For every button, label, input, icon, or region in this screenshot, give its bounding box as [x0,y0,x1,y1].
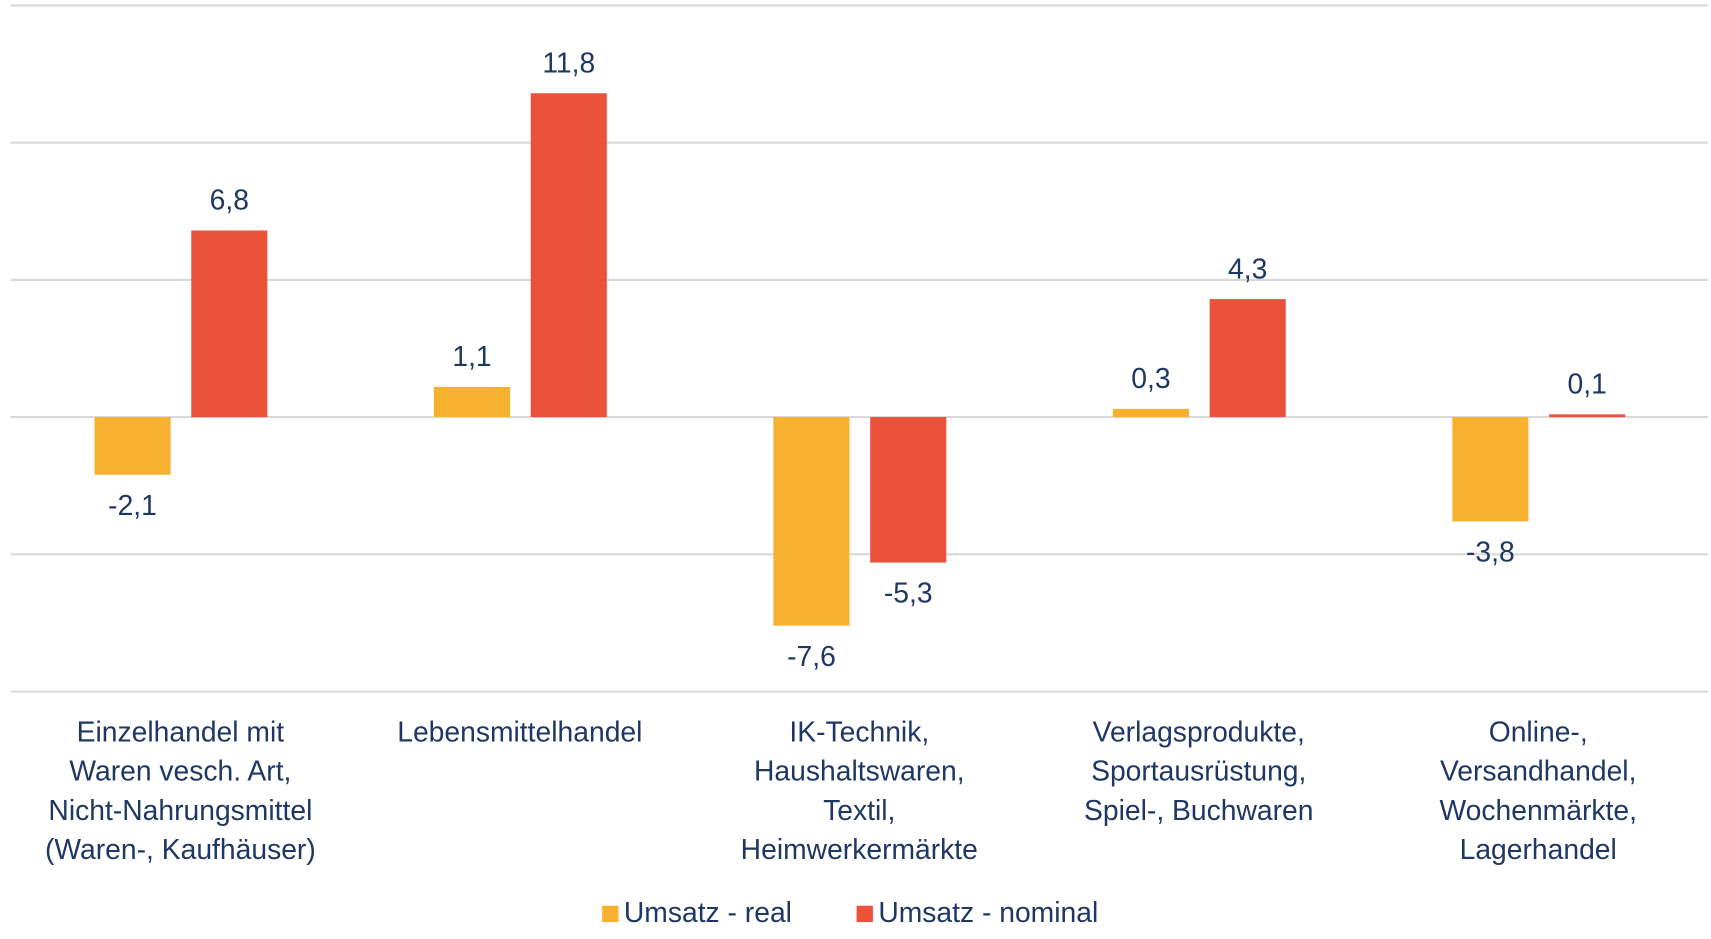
bar [94,417,171,475]
x-tick-label: Lebensmittelhandel [397,715,643,749]
data-label: 4,3 [1228,252,1267,284]
x-tick-label: Einzelhandel mit Waren vesch. Art, Nicht… [44,715,316,866]
data-label: -3,8 [1466,535,1515,567]
bar [1209,299,1286,418]
x-tick-label-box: Online-, Versandhandel, Wochenmärkte, La… [1439,715,1637,866]
bar [773,417,850,626]
data-label: 6,8 [210,184,249,216]
x-tick-label-box: Verlagsprodukte, Sportausrüstung, Spiel-… [1084,715,1314,827]
bar [1112,408,1189,418]
x-tick-label-box: IK-Technik, Haushaltswaren, Textil, Heim… [740,715,978,866]
x-tick-label-box: Lebensmittelhandel [397,715,643,749]
legend-label: Umsatz - real [624,896,792,928]
data-label: 0,3 [1131,362,1170,394]
bar [870,417,947,563]
x-tick-label: IK-Technik, Haushaltswaren, Textil, Heim… [740,715,978,866]
bar [1452,417,1529,522]
data-label: 0,1 [1568,368,1607,400]
data-label: -5,3 [884,577,933,609]
x-tick-label: Verlagsprodukte, Sportausrüstung, Spiel-… [1084,715,1314,827]
legend-label: Umsatz - nominal [878,896,1098,928]
bar [191,230,268,418]
bar [1549,414,1626,418]
bar [530,93,607,418]
data-label: 11,8 [542,46,595,78]
data-label: -7,6 [787,640,836,672]
data-label: -2,1 [108,489,157,521]
legend-swatch [856,905,873,923]
x-tick-label: Online-, Versandhandel, Wochenmärkte, La… [1439,715,1637,866]
data-label: 1,1 [452,340,491,372]
bar [433,386,511,418]
legend-swatch [602,905,619,923]
x-tick-label-box: Einzelhandel mit Waren vesch. Art, Nicht… [44,715,316,866]
